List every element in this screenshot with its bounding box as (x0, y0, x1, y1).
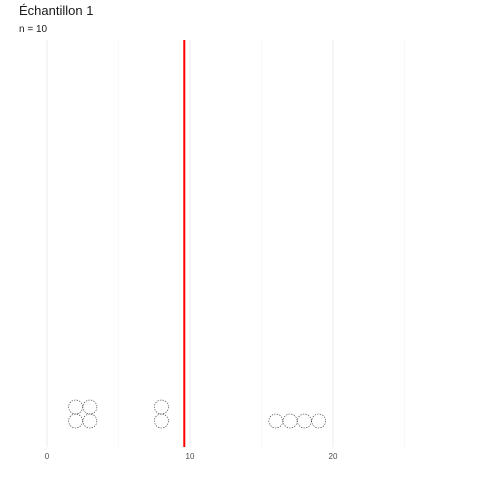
data-dots (68, 399, 327, 429)
data-dot (68, 413, 83, 429)
x-tick-label: 20 (329, 452, 338, 461)
data-dot (268, 413, 284, 429)
data-dot (82, 399, 98, 415)
chart-subtitle: n = 10 (19, 24, 48, 35)
data-dot (154, 399, 169, 415)
data-dot (297, 413, 312, 429)
chart-title: Échantillon 1 (19, 3, 93, 18)
x-axis-ticks: 0 10 20 (45, 452, 338, 461)
data-dot (282, 413, 298, 429)
data-dot (154, 413, 169, 429)
x-tick-label: 10 (186, 452, 195, 461)
grid (46, 40, 405, 447)
data-dot (311, 413, 327, 429)
x-tick-label: 0 (45, 452, 50, 461)
data-dot (82, 413, 98, 429)
data-dot (68, 399, 83, 415)
